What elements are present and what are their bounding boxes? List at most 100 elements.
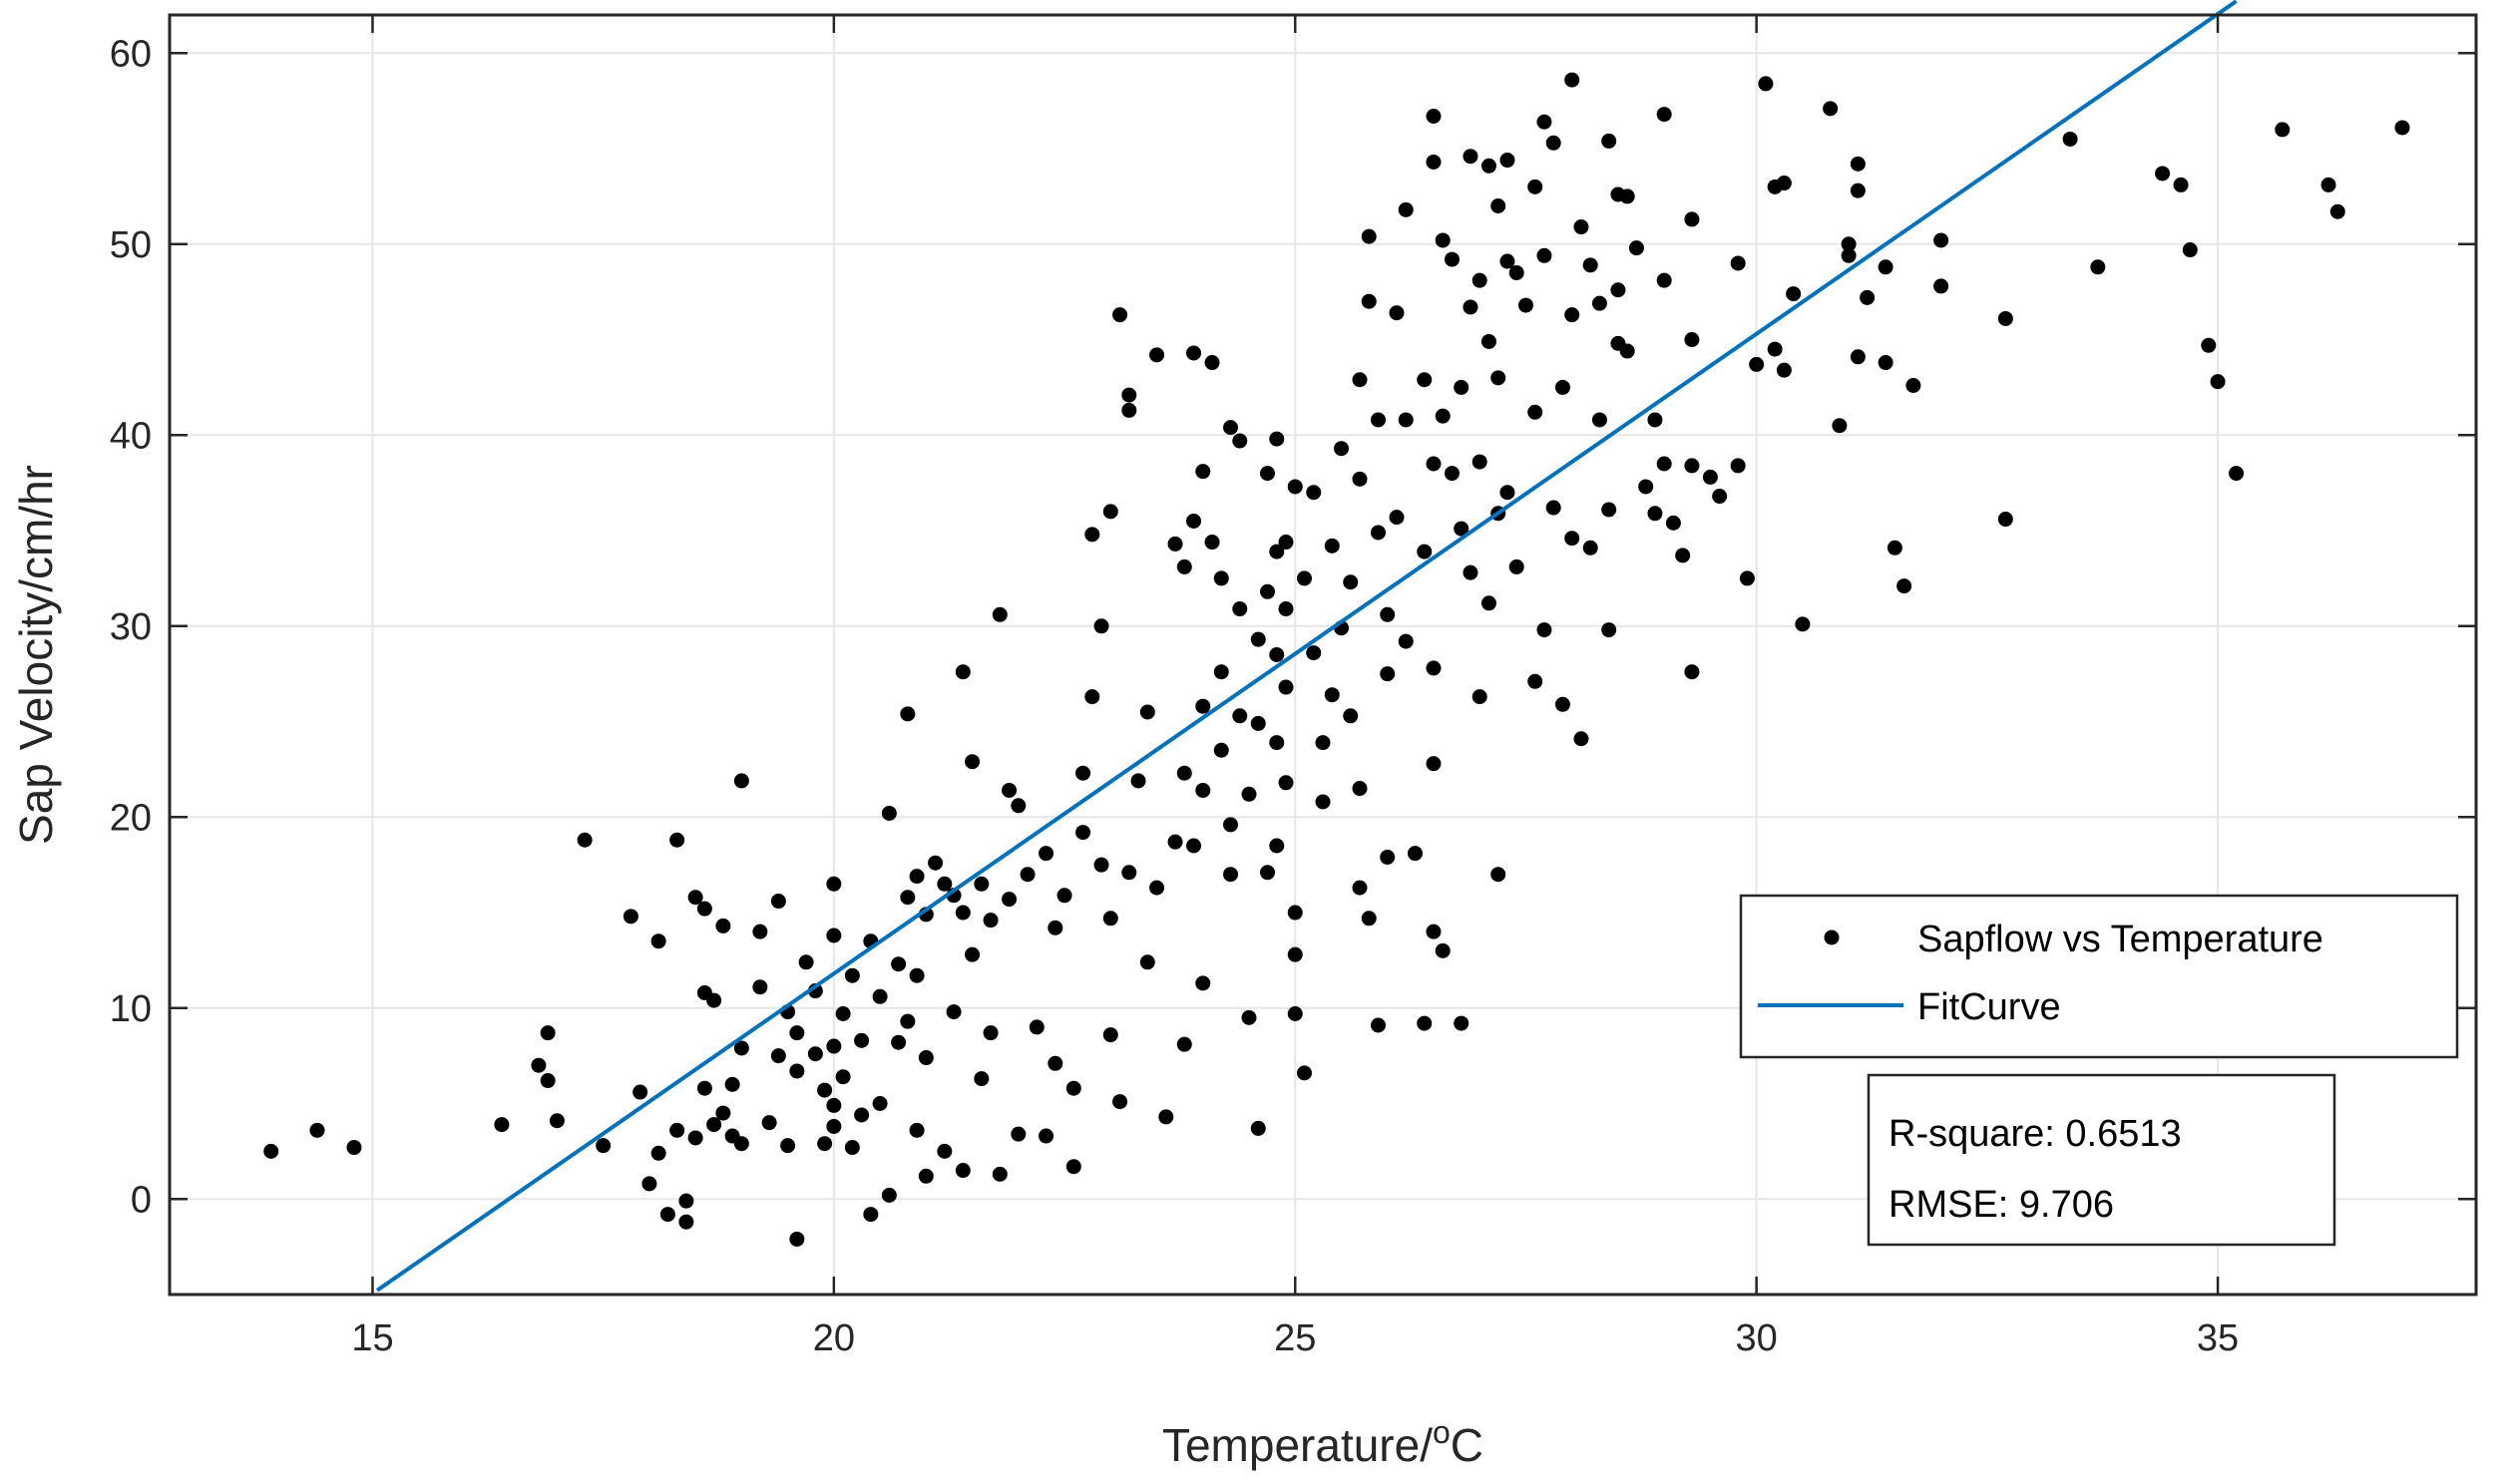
data-point	[1463, 299, 1478, 315]
data-point	[1591, 295, 1607, 311]
data-point	[826, 928, 842, 943]
data-point	[2229, 466, 2245, 482]
data-point	[1278, 775, 1294, 791]
data-point	[1102, 911, 1118, 927]
data-point	[1352, 471, 1368, 487]
data-point	[1232, 708, 1248, 724]
data-point	[1158, 1109, 1174, 1125]
data-point	[900, 706, 916, 722]
data-point	[1435, 942, 1451, 958]
y-tick-label: 30	[110, 606, 152, 648]
data-point	[1508, 558, 1524, 574]
data-point	[1269, 647, 1285, 662]
data-point	[1573, 219, 1589, 235]
data-point	[1048, 920, 1063, 935]
data-point	[623, 909, 638, 925]
data-point	[1463, 564, 1478, 580]
data-point	[669, 832, 685, 848]
data-point	[531, 1057, 547, 1073]
data-point	[1269, 431, 1285, 447]
data-point	[1656, 272, 1672, 288]
data-point	[937, 876, 953, 892]
data-point	[1573, 731, 1589, 747]
data-point	[1776, 176, 1792, 191]
data-point	[1232, 433, 1248, 449]
data-point	[1011, 1126, 1027, 1142]
data-point	[965, 946, 981, 962]
data-point	[752, 979, 768, 995]
data-point	[650, 933, 666, 949]
data-point	[918, 1168, 934, 1184]
data-point	[1610, 282, 1626, 298]
data-point	[309, 1122, 325, 1138]
data-point	[1102, 504, 1118, 520]
data-point	[1684, 332, 1700, 348]
data-point	[992, 1166, 1008, 1182]
data-point	[789, 1231, 805, 1247]
data-point	[1389, 510, 1405, 526]
data-point	[1204, 535, 1220, 551]
data-point	[1056, 888, 1072, 904]
data-point	[1426, 154, 1442, 170]
x-tick-label: 20	[813, 1317, 855, 1359]
data-point	[1601, 622, 1617, 638]
data-point	[1241, 786, 1257, 802]
data-point	[1324, 538, 1340, 554]
data-point	[678, 1214, 694, 1230]
data-point	[1065, 1159, 1081, 1175]
data-point	[1269, 544, 1285, 559]
data-point	[1684, 664, 1700, 680]
data-point	[1758, 76, 1774, 92]
data-point	[687, 1130, 703, 1146]
y-tick-label: 10	[110, 988, 152, 1030]
data-point	[1269, 735, 1285, 751]
data-point	[1343, 574, 1359, 590]
data-point	[826, 876, 842, 892]
data-point	[881, 805, 897, 821]
data-point	[1702, 469, 1718, 485]
data-point	[928, 855, 944, 871]
data-point	[733, 1040, 749, 1056]
data-point	[1380, 606, 1396, 622]
data-point	[872, 988, 888, 1004]
data-point	[1093, 857, 1109, 873]
data-point	[1426, 660, 1442, 676]
data-point	[1463, 149, 1478, 165]
data-point	[1426, 456, 1442, 472]
data-point	[1195, 698, 1211, 714]
data-point	[1517, 297, 1533, 313]
data-point	[1186, 838, 1202, 854]
data-point	[706, 1117, 722, 1133]
data-point	[1139, 954, 1155, 970]
data-point	[1352, 880, 1368, 896]
data-point	[2090, 259, 2106, 275]
data-point	[1250, 1120, 1266, 1136]
data-point	[1333, 441, 1349, 457]
data-point	[1896, 578, 1912, 594]
data-point	[1149, 880, 1165, 896]
data-point	[2182, 242, 2198, 258]
plot-area-frame	[168, 13, 2478, 1297]
data-point	[891, 956, 907, 972]
data-point	[1380, 849, 1396, 865]
data-point	[1582, 540, 1598, 556]
data-point	[2155, 166, 2171, 182]
data-point	[1287, 946, 1303, 962]
data-point	[263, 1143, 279, 1159]
data-point	[1878, 259, 1893, 275]
data-point	[1370, 525, 1386, 541]
data-point	[1121, 865, 1137, 881]
data-point	[1499, 153, 1515, 169]
data-point	[817, 1082, 833, 1098]
data-point	[1647, 506, 1663, 522]
data-point	[1417, 1015, 1433, 1031]
data-point	[540, 1025, 556, 1041]
data-point	[909, 869, 925, 885]
data-point	[1352, 372, 1368, 388]
data-point	[1628, 240, 1644, 256]
data-point	[1887, 540, 1902, 556]
data-point	[1499, 253, 1515, 269]
data-point	[1665, 515, 1681, 531]
legend-box	[1739, 894, 2459, 1059]
